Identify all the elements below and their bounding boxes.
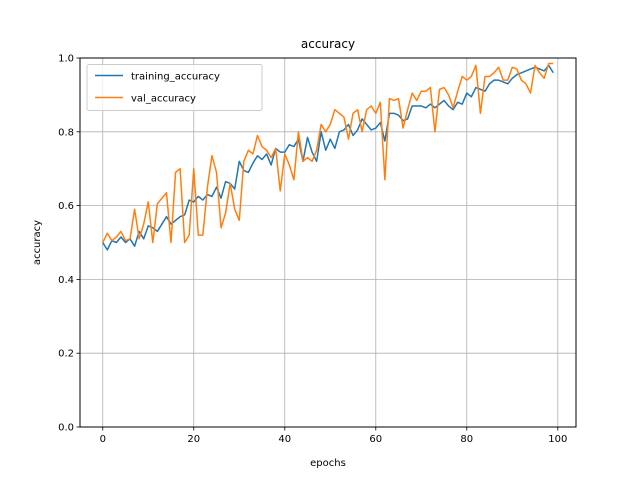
- grid: [80, 57, 576, 428]
- x-tick-label: 80: [460, 434, 473, 445]
- y-tick-label: 1.0: [58, 54, 74, 65]
- x-tick-label: 100: [548, 434, 567, 445]
- x-tick-label: 40: [278, 434, 291, 445]
- x-tick-label: 20: [187, 434, 200, 445]
- series-layer: [102, 62, 554, 251]
- chart-title: accuracy: [301, 37, 355, 51]
- y-tick-label: 0.2: [58, 349, 74, 360]
- y-tick-label: 0.0: [58, 423, 74, 434]
- legend-label-val-accuracy: val_accuracy: [131, 94, 196, 105]
- series-line-val-accuracy: [102, 62, 554, 244]
- y-tick-label: 0.8: [58, 127, 74, 138]
- legend-label-training-accuracy: training_accuracy: [131, 72, 220, 83]
- y-tick-label: 0.4: [58, 275, 74, 286]
- x-tick-label: 60: [369, 434, 382, 445]
- x-axis-label: epochs: [310, 458, 346, 469]
- ticks: 0 20 40 60 80 100 0.0 0.2 0.4 0.6 0.8 1.0: [58, 54, 567, 446]
- x-tick-label: 0: [100, 434, 106, 445]
- y-axis-label: accuracy: [32, 220, 43, 265]
- legend-box: [86, 64, 263, 111]
- y-tick-label: 0.6: [58, 201, 74, 212]
- plot-frame: [79, 57, 577, 428]
- legend: training_accuracy val_accuracy: [86, 64, 263, 111]
